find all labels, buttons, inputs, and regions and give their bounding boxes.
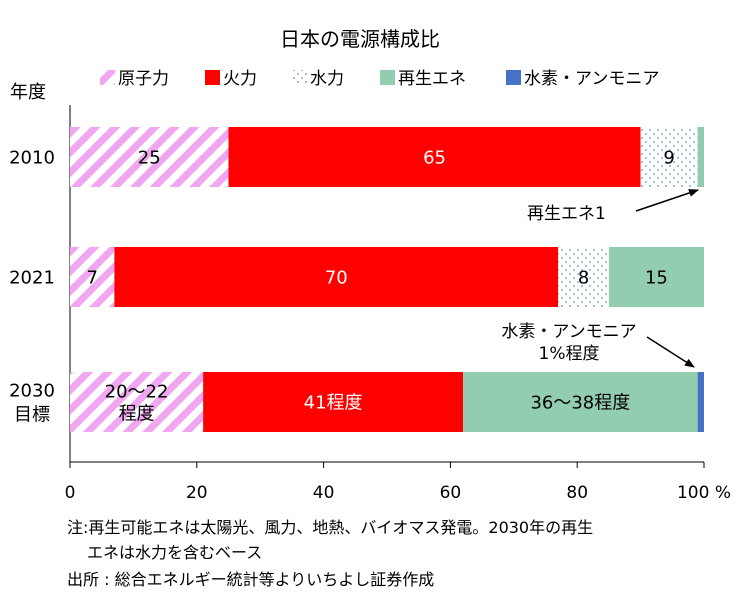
annotation-label: 再生エネ1 bbox=[527, 204, 606, 224]
legend-swatch bbox=[205, 70, 220, 85]
x-tick-label: 20 bbox=[186, 483, 208, 503]
legend-swatch bbox=[380, 70, 395, 85]
footnote-line-1: 注:再生可能エネは太陽光、風力、地熱、バイオマス発電。2030年の再生 bbox=[67, 518, 594, 537]
bar-segment bbox=[640, 127, 698, 187]
bar-segment bbox=[697, 127, 704, 187]
annotation-arrow bbox=[635, 189, 699, 212]
annotation-label: 水素・アンモニア 1%程度 bbox=[501, 322, 636, 364]
legend-label: 水素・アンモニア bbox=[524, 69, 659, 89]
x-tick-label: 80 bbox=[566, 483, 588, 503]
data-label: 8 bbox=[578, 267, 589, 288]
bar-segment bbox=[463, 372, 698, 432]
bar-segment bbox=[114, 247, 559, 307]
source-note: 出所 : 総合エネルギー統計等よりいちよし証券作成 bbox=[67, 570, 435, 589]
legend-swatch bbox=[506, 70, 521, 85]
data-label: 25 bbox=[138, 147, 161, 168]
bar-segment bbox=[558, 247, 609, 307]
data-label: 70 bbox=[325, 267, 348, 288]
legend-label: 火力 bbox=[223, 69, 257, 89]
y-tick-label: 2021 bbox=[9, 267, 55, 288]
legend: 原子力 火力 水力 再生エネ 水素・アンモニア bbox=[100, 69, 659, 89]
y-tick-label: 2010 bbox=[9, 147, 55, 168]
y-tick-label: 2030 目標 bbox=[9, 380, 55, 425]
bar-segment bbox=[228, 127, 641, 187]
data-label: 7 bbox=[86, 267, 97, 288]
data-label: 15 bbox=[645, 267, 668, 288]
legend-swatch bbox=[100, 70, 115, 85]
annotation-arrow bbox=[646, 336, 695, 368]
data-label: 9 bbox=[663, 147, 674, 168]
footnote-line-2: エネは水力を含むベース bbox=[87, 543, 263, 562]
x-tick-label: 100 % bbox=[677, 483, 731, 503]
data-label: 41程度 bbox=[304, 392, 363, 413]
y-axis-label: 年度 bbox=[10, 82, 46, 103]
legend-label: 原子力 bbox=[118, 69, 169, 89]
bar-segment bbox=[203, 372, 464, 432]
bar-segment bbox=[608, 247, 704, 307]
x-tick-label: 40 bbox=[313, 483, 335, 503]
plot-area: 0 20 40 60 80 100 % 2010 2021 2030 目標 25 65 9 7 70 8 15 2… bbox=[9, 105, 731, 503]
bar-segment bbox=[70, 247, 115, 307]
x-tick-label: 60 bbox=[440, 483, 462, 503]
bar-segment bbox=[697, 372, 704, 432]
data-label: 65 bbox=[423, 147, 446, 168]
legend-label: 水力 bbox=[310, 69, 344, 89]
data-label: 20～22 程度 bbox=[105, 381, 169, 424]
bar-segment bbox=[70, 372, 204, 432]
legend-label: 再生エネ bbox=[398, 69, 466, 89]
chart-title: 日本の電源構成比 bbox=[280, 27, 440, 51]
data-label: 36～38程度 bbox=[530, 392, 630, 413]
x-tick-label: 0 bbox=[65, 483, 76, 503]
bar-segment bbox=[70, 127, 229, 187]
legend-swatch bbox=[292, 70, 307, 85]
